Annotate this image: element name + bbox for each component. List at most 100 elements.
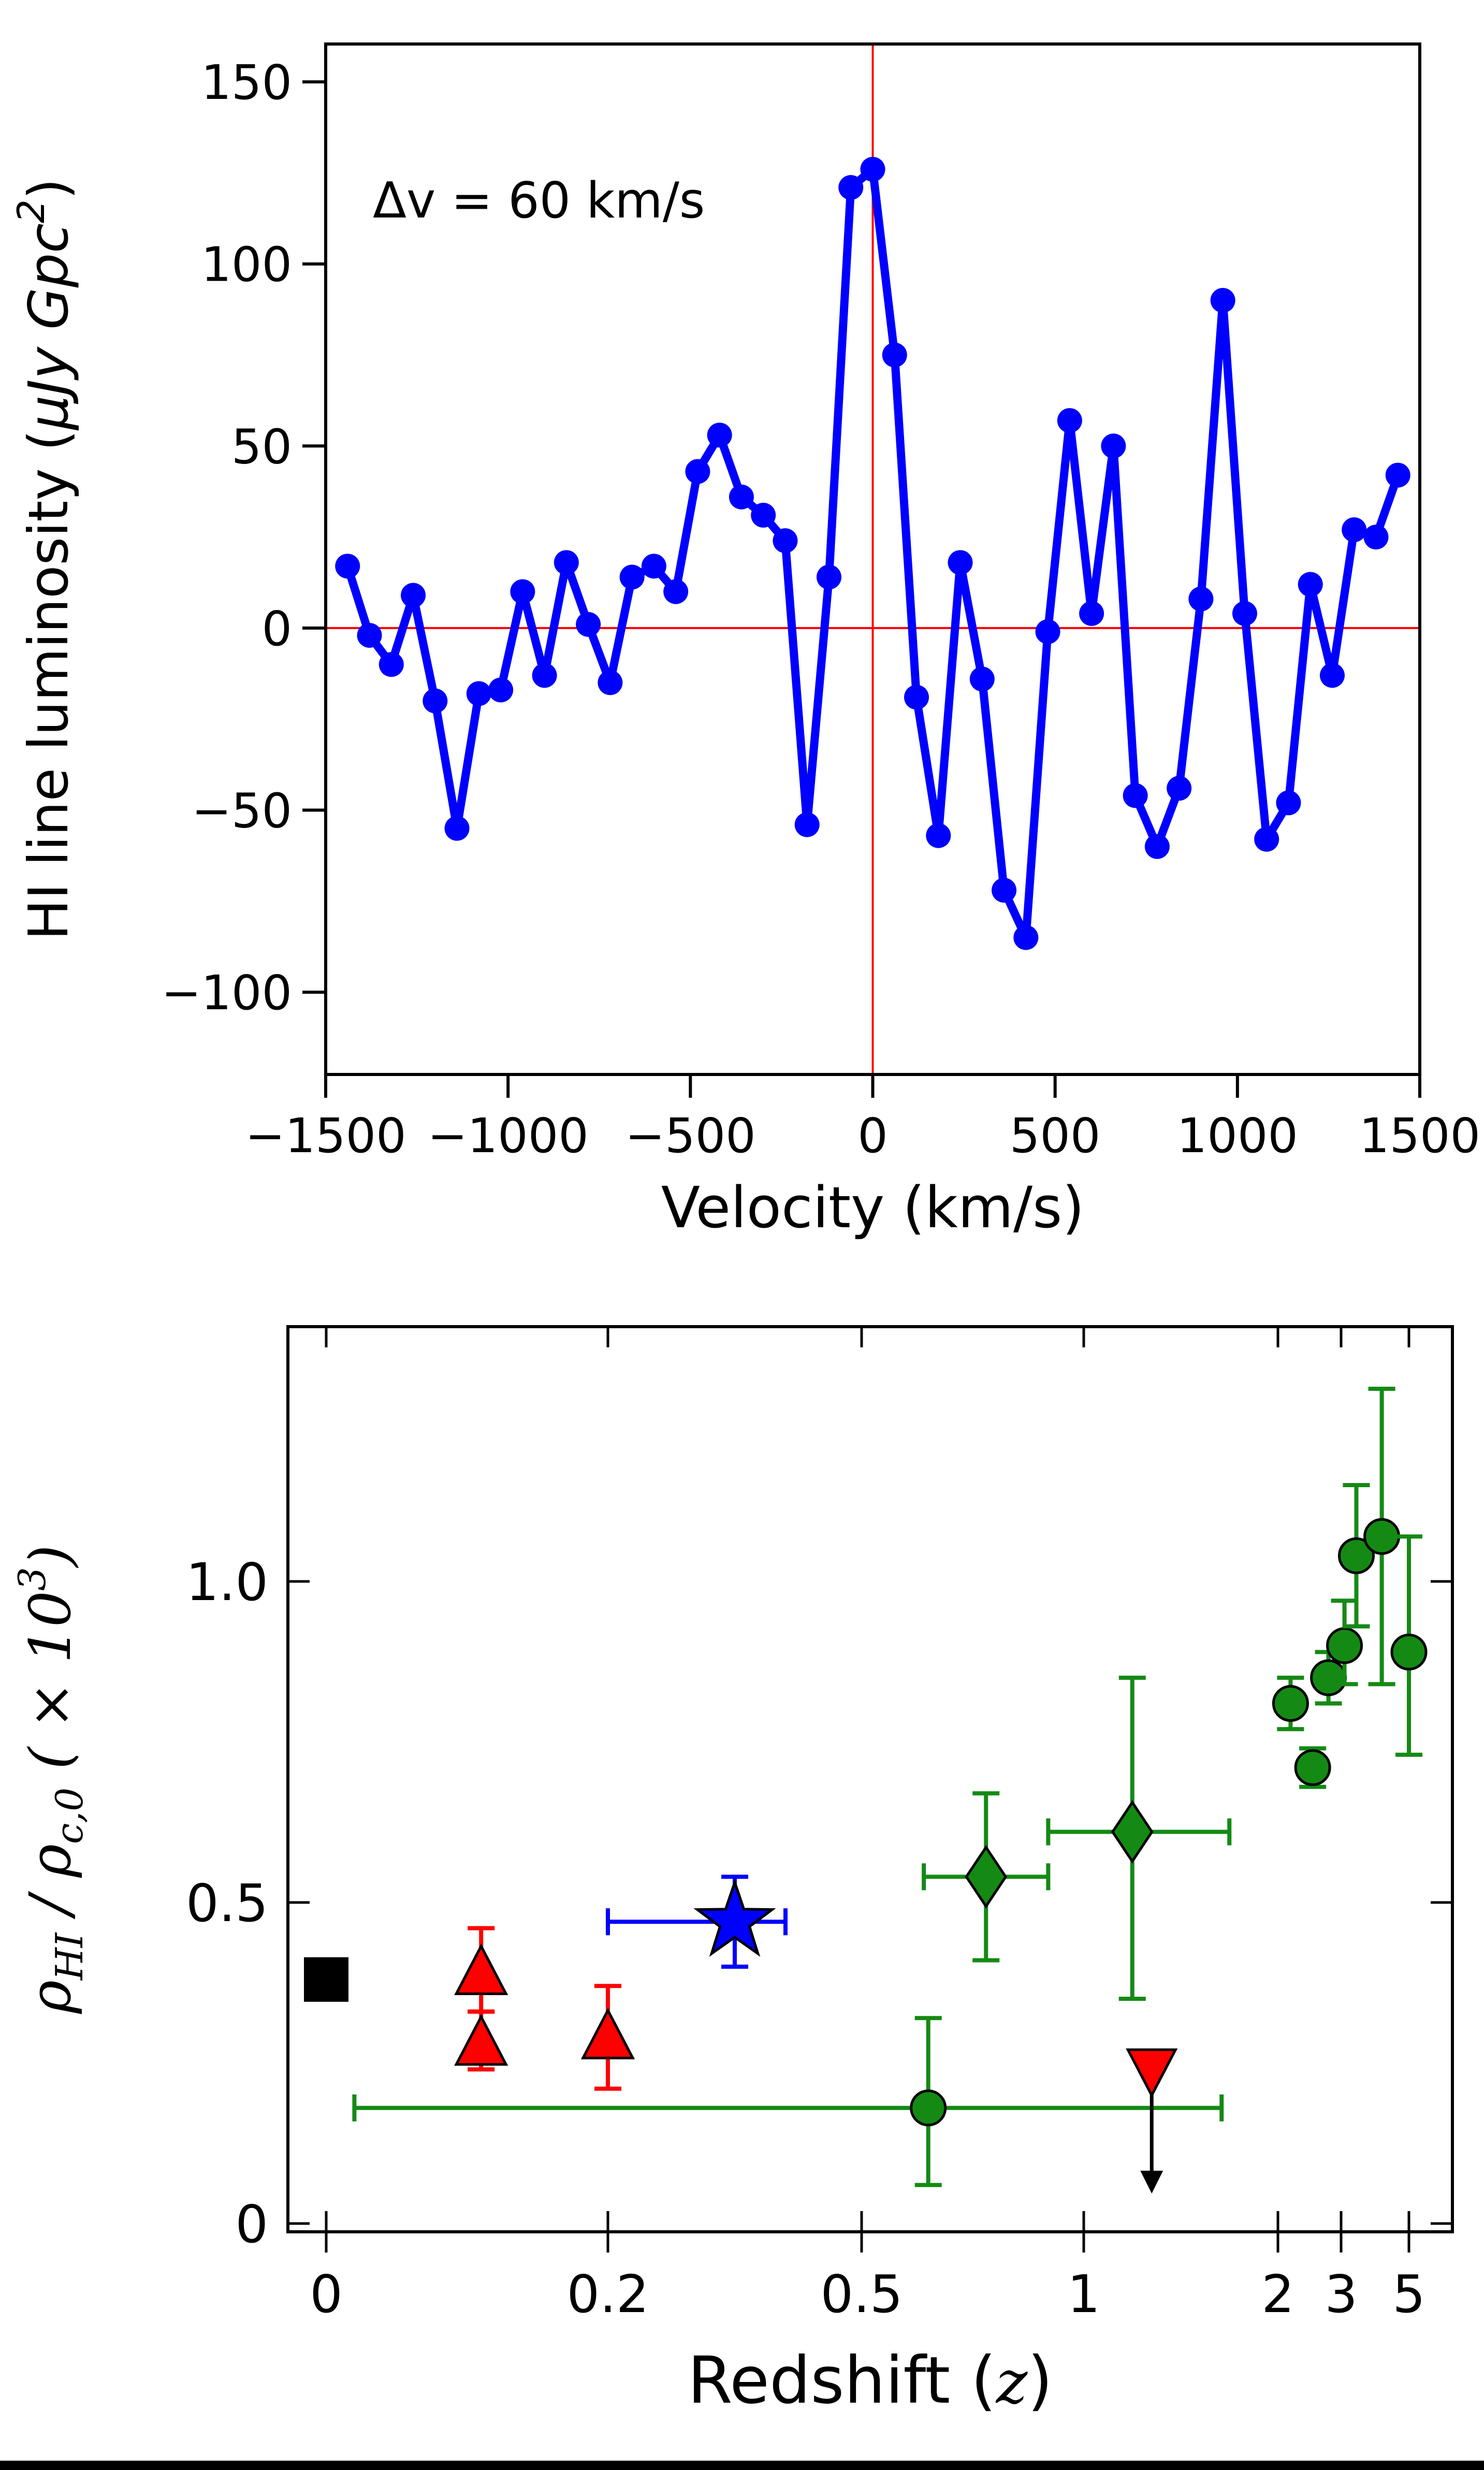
circle-marker bbox=[1272, 1685, 1309, 1722]
triangle-up-marker bbox=[454, 1943, 508, 1995]
hi-spectrum-point bbox=[532, 663, 557, 688]
bottom-xlabel-part: Redshift ( bbox=[688, 2343, 996, 2418]
x-tick-label: 5 bbox=[1392, 2264, 1425, 2324]
top-ylabel-close: ) bbox=[17, 178, 80, 199]
x-tick-label: 500 bbox=[1010, 1108, 1101, 1164]
bottom-ylabel-part: ρ bbox=[17, 1844, 83, 1878]
hi-spectrum-point bbox=[488, 677, 514, 703]
hi-spectrum-point bbox=[1232, 601, 1257, 626]
hi-spectrum-point bbox=[904, 685, 929, 710]
hi-spectrum-point bbox=[1079, 601, 1104, 626]
hi-spectrum-point bbox=[1342, 517, 1367, 543]
top-xlabel: Velocity (km/s) bbox=[661, 1174, 1085, 1241]
hi-spectrum-point bbox=[707, 423, 732, 448]
hi-spectrum-point bbox=[1188, 586, 1214, 612]
hi-spectrum-point bbox=[1035, 619, 1060, 644]
hi-spectrum-point bbox=[576, 612, 601, 637]
top-ylabel-sup: 2 bbox=[9, 199, 53, 223]
y-tick-label: 50 bbox=[231, 419, 292, 474]
hi-spectrum-point bbox=[1298, 572, 1323, 597]
hi-spectrum-point bbox=[969, 666, 995, 692]
bottom-xlabel: Redshift (z) bbox=[688, 2343, 1053, 2418]
circle-marker bbox=[1390, 1633, 1428, 1670]
top-ylabel-part: HI line luminosity ( bbox=[17, 430, 80, 940]
hi-spectrum-point bbox=[882, 342, 907, 368]
green-circles bbox=[352, 1387, 1428, 2187]
hi-spectrum-point bbox=[838, 175, 864, 200]
bottom-black-bar bbox=[0, 2461, 1484, 2470]
y-tick-label: 1.0 bbox=[186, 1552, 268, 1612]
x-tick-label: 1000 bbox=[1177, 1108, 1298, 1164]
circle-marker bbox=[1363, 1518, 1401, 1555]
top-ylabel-unit: μJy Gpc bbox=[17, 223, 80, 431]
bottom-ylabel-part: c,0 bbox=[48, 1788, 91, 1844]
bottom-ylabel-part: ρ bbox=[17, 1980, 83, 2014]
triangle-up-marker bbox=[454, 2014, 508, 2066]
hi-spectrum-point bbox=[1101, 433, 1126, 459]
hi-spectrum-point bbox=[1057, 408, 1082, 433]
hi-spectrum-point bbox=[926, 823, 951, 848]
hi-spectrum-point bbox=[401, 583, 426, 608]
hi-spectrum-point bbox=[423, 688, 448, 714]
bottom-xlabel-close: ) bbox=[1027, 2343, 1053, 2418]
hi-spectrum-point bbox=[729, 484, 754, 510]
hi-spectrum-point bbox=[1254, 826, 1279, 852]
hi-spectrum-point bbox=[379, 652, 404, 677]
x-tick-label: 2 bbox=[1261, 2264, 1294, 2324]
bottom-xlabel-z: z bbox=[995, 2348, 1028, 2417]
diamond-marker bbox=[965, 1844, 1008, 1909]
square-marker bbox=[304, 1957, 348, 2002]
hi-spectrum-point bbox=[816, 564, 841, 590]
diamond-marker bbox=[1111, 1800, 1154, 1864]
hi-spectrum-point bbox=[641, 554, 666, 579]
hi-spectrum-point bbox=[444, 816, 470, 841]
bottom-ylabel-part: ) bbox=[17, 1545, 83, 1568]
hi-spectrum-point bbox=[598, 670, 623, 695]
red-triangles-up bbox=[454, 1926, 635, 2091]
hi-spectrum-point bbox=[510, 579, 535, 604]
x-tick-label: −1000 bbox=[428, 1108, 589, 1164]
circle-marker bbox=[1310, 1659, 1347, 1696]
hi-spectrum-point bbox=[992, 878, 1017, 903]
upper-limit-arrowhead bbox=[1140, 2171, 1163, 2193]
hi-spectrum-point bbox=[1144, 834, 1170, 859]
circle-marker bbox=[1294, 1749, 1331, 1786]
x-tick-label: 1500 bbox=[1359, 1108, 1480, 1164]
hi-spectrum-point bbox=[619, 564, 645, 590]
black-square bbox=[304, 1957, 348, 2002]
hi-spectrum-point bbox=[1013, 925, 1039, 950]
hi-spectrum-point bbox=[1385, 462, 1410, 488]
triangle-down-marker bbox=[1126, 2048, 1178, 2098]
circle-marker bbox=[910, 2089, 947, 2127]
hi-spectrum-point bbox=[1210, 288, 1235, 313]
hi-spectrum-point bbox=[773, 528, 798, 554]
hi-spectrum-point bbox=[466, 681, 491, 706]
y-tick-label: 0 bbox=[261, 601, 292, 657]
blue-star bbox=[606, 1875, 788, 1969]
bottom-plot-frame bbox=[286, 1325, 1454, 2233]
x-tick-label: 1 bbox=[1067, 2264, 1100, 2324]
hi-spectrum-point bbox=[948, 550, 973, 575]
y-tick-label: −100 bbox=[161, 965, 292, 1021]
circle-marker bbox=[1326, 1627, 1363, 1664]
y-tick-label: 100 bbox=[201, 237, 292, 293]
hi-spectrum-point bbox=[860, 156, 885, 182]
hi-spectrum-point bbox=[357, 622, 382, 648]
hi-spectrum-point bbox=[1276, 790, 1301, 816]
hi-spectrum-point bbox=[1319, 663, 1345, 688]
x-tick-label: 0 bbox=[857, 1108, 888, 1164]
top-ylabel: HI line luminosity (μJy Gpc2) bbox=[9, 178, 80, 940]
hi-spectrum-point bbox=[335, 554, 360, 579]
hi-spectrum-point bbox=[663, 579, 689, 604]
delta-v-annotation: Δv = 60 km/s bbox=[373, 172, 705, 229]
bottom-ylabel-part: HI bbox=[48, 1932, 91, 1981]
y-tick-label: 0 bbox=[235, 2194, 268, 2255]
y-tick-label: 150 bbox=[201, 55, 292, 110]
triangle-up-marker bbox=[580, 2007, 635, 2059]
y-tick-label: 0.5 bbox=[186, 1873, 268, 1934]
y-tick-label: −50 bbox=[192, 783, 292, 838]
